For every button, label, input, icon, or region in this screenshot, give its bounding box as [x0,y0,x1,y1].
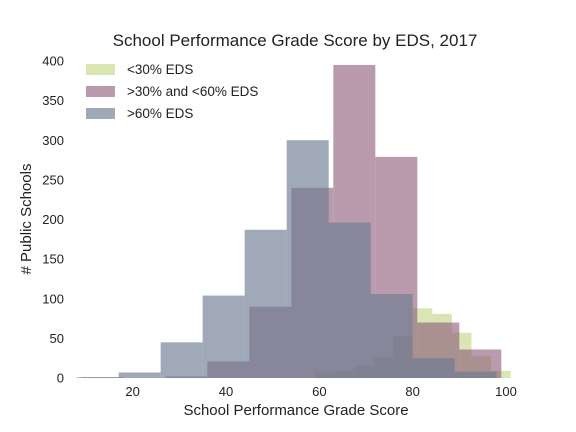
legend-label-1: >30% and <60% EDS [127,84,258,99]
bars-layer [76,64,511,379]
bar-series-2-bin-2 [160,342,203,378]
y-tick-label: 350 [42,93,64,108]
bar-series-2-bin-5 [286,140,329,378]
x-axis-label: School Performance Grade Score [183,402,408,419]
legend-label-2: >60% EDS [127,106,193,121]
bar-series-2-bin-7 [370,294,413,378]
legend-swatch-2 [86,108,115,119]
y-tick-label: 50 [50,331,64,346]
chart-title: School Performance Grade Score by EDS, 2… [113,31,478,50]
legend-label-0: <30% EDS [127,62,193,77]
bar-series-2-bin-8 [412,358,455,378]
legend: <30% EDS >30% and <60% EDS >60% EDS [86,62,258,121]
x-tick-label: 80 [405,384,419,399]
y-tick-label: 250 [42,172,64,187]
y-tick-label: 150 [42,252,64,267]
tick-labels: 0 50 100 150 200 250 300 350 400 20 40 60 80 100 [42,54,517,400]
bar-series-2-bin-1 [118,372,161,378]
bar-series-2-bin-6 [328,222,371,378]
bar-series-2-bin-0 [76,377,119,378]
y-axis-label: # Public Schools [18,164,35,275]
y-tick-label: 400 [42,54,64,69]
y-tick-label: 300 [42,133,64,148]
x-tick-label: 100 [495,384,517,399]
x-tick-label: 40 [219,384,233,399]
y-tick-label: 200 [42,212,64,227]
legend-swatch-1 [86,86,115,97]
bar-series-2-bin-3 [202,295,245,378]
bar-series-2-bin-9 [454,371,497,378]
legend-swatch-0 [86,64,115,75]
y-tick-label: 100 [42,291,64,306]
x-tick-label: 20 [125,384,139,399]
x-tick-label: 60 [312,384,326,399]
y-tick-label: 0 [57,371,64,386]
series-2 [76,140,497,378]
bar-series-2-bin-4 [244,229,287,378]
